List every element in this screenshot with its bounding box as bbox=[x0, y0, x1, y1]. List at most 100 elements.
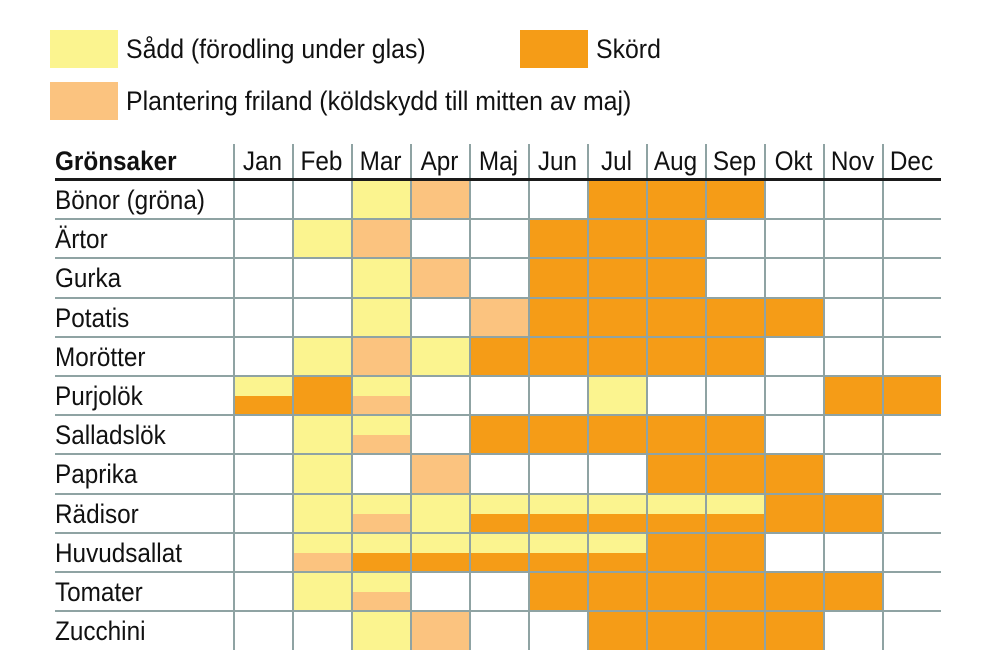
cell-segment-plant bbox=[353, 396, 410, 416]
cell-huvudsallat-aug bbox=[646, 533, 705, 572]
cell-salladslök-sep bbox=[705, 416, 764, 455]
cell-gurka-feb bbox=[292, 259, 351, 298]
cell-purjolök-okt bbox=[764, 377, 823, 416]
cell-morötter-jun bbox=[528, 337, 587, 376]
cell-segment-sow bbox=[471, 533, 528, 553]
row-label-purjolök: Purjolök bbox=[55, 381, 143, 411]
cell-paprika-maj bbox=[469, 455, 528, 494]
cell-rädisor-sep bbox=[705, 494, 764, 533]
cell-morötter-dec bbox=[882, 337, 941, 376]
month-header-jan: Jan bbox=[242, 146, 283, 176]
cell-ärtor-mar bbox=[351, 220, 410, 259]
cell-salladslök-okt bbox=[764, 416, 823, 455]
cell-segment-sow bbox=[471, 494, 528, 514]
month-header-apr: Apr bbox=[420, 146, 459, 176]
cell-tomater-mar bbox=[351, 573, 410, 612]
cell-gurka-okt bbox=[764, 259, 823, 298]
cell-purjolök-jun bbox=[528, 377, 587, 416]
cell-purjolök-nov bbox=[823, 377, 882, 416]
cell-ärtor-feb bbox=[292, 220, 351, 259]
cell-morötter-nov bbox=[823, 337, 882, 376]
cell-huvudsallat-maj bbox=[469, 533, 528, 572]
header-separator bbox=[882, 144, 884, 180]
cell-potatis-nov bbox=[823, 298, 882, 337]
cell-purjolök-dec bbox=[882, 377, 941, 416]
cell-segment-sow bbox=[530, 533, 587, 553]
row-divider bbox=[55, 531, 941, 534]
cell-tomater-feb bbox=[292, 573, 351, 612]
month-header-maj: Maj bbox=[478, 146, 519, 176]
cell-morötter-jul bbox=[587, 337, 646, 376]
legend: Sådd (förodling under glas) Skörd Plante… bbox=[0, 0, 992, 130]
cell-purjolök-sep bbox=[705, 377, 764, 416]
row-label-ärtor: Ärtor bbox=[55, 224, 108, 255]
cell-purjolök-aug bbox=[646, 377, 705, 416]
cell-tomater-jun bbox=[528, 573, 587, 612]
header-separator bbox=[410, 144, 412, 180]
row-divider bbox=[55, 571, 941, 573]
legend-label-plant: Plantering friland (köldskydd till mitte… bbox=[126, 85, 632, 116]
cell-potatis-sep bbox=[705, 298, 764, 337]
cell-zucchini-feb bbox=[292, 612, 351, 651]
cell-segment-sow bbox=[353, 377, 410, 397]
cell-zucchini-okt bbox=[764, 612, 823, 651]
row-divider bbox=[55, 375, 941, 377]
cell-bönor-gröna-feb bbox=[292, 181, 351, 220]
month-header-feb: Feb bbox=[300, 146, 343, 176]
cell-paprika-feb bbox=[292, 455, 351, 494]
cell-segment-sow bbox=[530, 494, 587, 514]
cell-bönor-gröna-jul bbox=[587, 181, 646, 220]
cell-segment-sow bbox=[648, 494, 705, 514]
column-header-vegetables: Grönsaker bbox=[55, 146, 177, 176]
cell-ärtor-aug bbox=[646, 220, 705, 259]
cell-potatis-maj bbox=[469, 298, 528, 337]
cell-bönor-gröna-mar bbox=[351, 181, 410, 220]
cell-bönor-gröna-sep bbox=[705, 181, 764, 220]
cell-segment-harvest bbox=[648, 513, 705, 533]
cell-salladslök-jun bbox=[528, 416, 587, 455]
cell-bönor-gröna-jan bbox=[233, 181, 292, 220]
cell-tomater-nov bbox=[823, 573, 882, 612]
month-header-sep: Sep bbox=[712, 146, 757, 176]
cell-potatis-okt bbox=[764, 298, 823, 337]
legend-item-harvest: Skörd bbox=[520, 30, 667, 68]
cell-rädisor-jan bbox=[233, 494, 292, 533]
cell-paprika-sep bbox=[705, 455, 764, 494]
row-label-rädisor: Rädisor bbox=[55, 498, 139, 529]
header-separator bbox=[469, 144, 471, 180]
row-label-bönor-gröna: Bönor (gröna) bbox=[55, 185, 205, 215]
cell-huvudsallat-nov bbox=[823, 533, 882, 572]
cell-paprika-dec bbox=[882, 455, 941, 494]
header-separator bbox=[351, 144, 353, 180]
cell-purjolök-maj bbox=[469, 377, 528, 416]
cell-segment-harvest bbox=[589, 513, 646, 533]
cell-tomater-okt bbox=[764, 573, 823, 612]
cell-ärtor-sep bbox=[705, 220, 764, 259]
cell-purjolök-mar bbox=[351, 377, 410, 416]
cell-morötter-aug bbox=[646, 337, 705, 376]
cell-salladslök-mar bbox=[351, 416, 410, 455]
month-header-aug: Aug bbox=[653, 146, 698, 176]
row-divider bbox=[55, 414, 941, 417]
cell-ärtor-maj bbox=[469, 220, 528, 259]
cell-segment-sow bbox=[353, 416, 410, 436]
cell-gurka-jun bbox=[528, 259, 587, 298]
cell-rädisor-apr bbox=[410, 494, 469, 533]
cell-zucchini-apr bbox=[410, 612, 469, 651]
cell-rädisor-dec bbox=[882, 494, 941, 533]
row-label-morötter: Morötter bbox=[55, 341, 146, 372]
cell-segment-sow bbox=[353, 494, 410, 514]
cell-tomater-jul bbox=[587, 573, 646, 612]
header-separator bbox=[823, 144, 825, 180]
cell-rädisor-jun bbox=[528, 494, 587, 533]
cell-salladslök-feb bbox=[292, 416, 351, 455]
cell-huvudsallat-apr bbox=[410, 533, 469, 572]
cell-bönor-gröna-aug bbox=[646, 181, 705, 220]
cell-segment-plant bbox=[353, 435, 410, 455]
header-separator bbox=[528, 144, 530, 180]
cell-potatis-aug bbox=[646, 298, 705, 337]
cell-huvudsallat-sep bbox=[705, 533, 764, 572]
cell-potatis-mar bbox=[351, 298, 410, 337]
cell-salladslök-aug bbox=[646, 416, 705, 455]
cell-morötter-okt bbox=[764, 337, 823, 376]
